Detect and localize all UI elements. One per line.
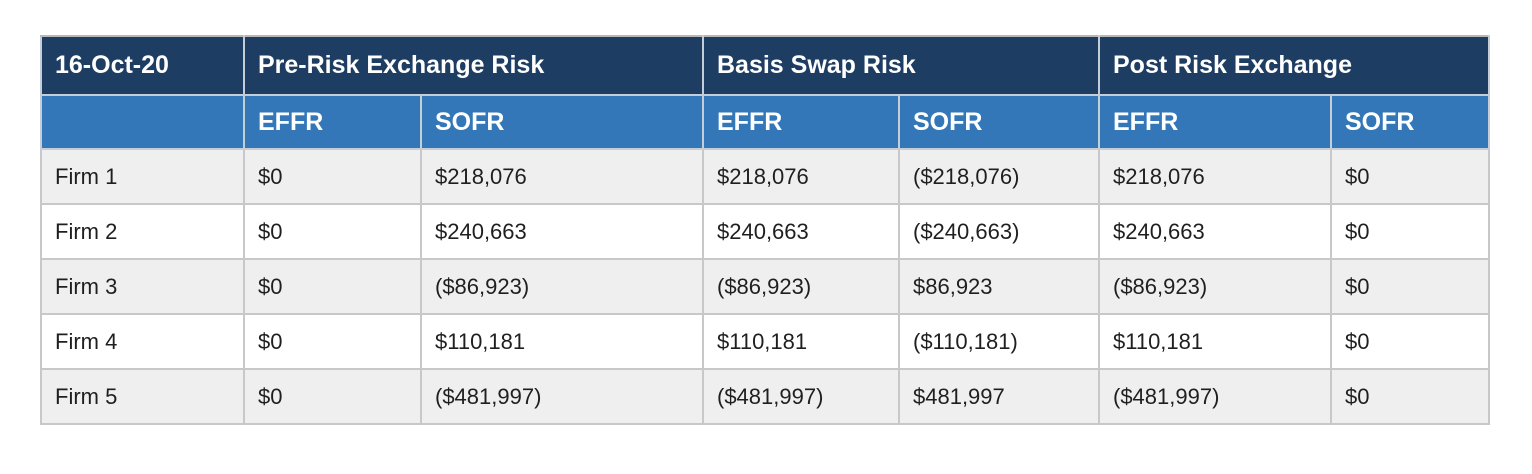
value-cell: $240,663	[1098, 203, 1332, 260]
value-cell: $0	[243, 368, 422, 425]
table-row-firm-2: Firm 2 $0 $240,663 $240,663 ($240,663) $…	[40, 203, 1491, 260]
value-cell: $218,076	[420, 148, 704, 205]
value-cell: ($86,923)	[420, 258, 704, 315]
value-cell: $240,663	[420, 203, 704, 260]
value-cell: $0	[1329, 313, 1491, 370]
value-cell: $218,076	[1098, 148, 1332, 205]
value-cell: $0	[243, 148, 422, 205]
value-cell: $110,181	[702, 313, 900, 370]
value-cell: ($240,663)	[898, 203, 1100, 260]
value-cell: ($218,076)	[898, 148, 1100, 205]
value-cell: $0	[1329, 368, 1491, 425]
subheader-pre-effr: EFFR	[243, 94, 422, 150]
table-row-firm-1: Firm 1 $0 $218,076 $218,076 ($218,076) $…	[40, 148, 1491, 205]
subheader-post-sofr: SOFR	[1329, 94, 1491, 150]
sub-header-row: EFFR SOFR EFFR SOFR EFFR SOFR	[40, 94, 1491, 150]
subheader-basis-effr: EFFR	[702, 94, 900, 150]
value-cell: $481,997	[898, 368, 1100, 425]
value-cell: ($86,923)	[1098, 258, 1332, 315]
firm-label-cell: Firm 3	[40, 258, 245, 315]
value-cell: $110,181	[420, 313, 704, 370]
value-cell: $240,663	[702, 203, 900, 260]
table-row-firm-4: Firm 4 $0 $110,181 $110,181 ($110,181) $…	[40, 313, 1491, 370]
value-cell: $0	[243, 203, 422, 260]
value-cell: $0	[243, 313, 422, 370]
table-row-firm-3: Firm 3 $0 ($86,923) ($86,923) $86,923 ($…	[40, 258, 1491, 315]
value-cell: ($481,997)	[702, 368, 900, 425]
firm-label-cell: Firm 5	[40, 368, 245, 425]
table-row-firm-5: Firm 5 $0 ($481,997) ($481,997) $481,997…	[40, 368, 1491, 425]
value-cell: $86,923	[898, 258, 1100, 315]
subheader-pre-sofr: SOFR	[420, 94, 704, 150]
firm-label-cell: Firm 4	[40, 313, 245, 370]
value-cell: $0	[1329, 258, 1491, 315]
subheader-basis-sofr: SOFR	[898, 94, 1100, 150]
risk-exchange-table: 16-Oct-20 Pre-Risk Exchange Risk Basis S…	[40, 35, 1491, 425]
value-cell: $110,181	[1098, 313, 1332, 370]
value-cell: ($481,997)	[1098, 368, 1332, 425]
group-header-pre-risk: Pre-Risk Exchange Risk	[243, 35, 704, 96]
firm-label-cell: Firm 1	[40, 148, 245, 205]
value-cell: ($86,923)	[702, 258, 900, 315]
value-cell: ($481,997)	[420, 368, 704, 425]
firm-label-cell: Firm 2	[40, 203, 245, 260]
date-header-cell: 16-Oct-20	[40, 35, 245, 96]
group-header-post-risk: Post Risk Exchange	[1097, 35, 1491, 96]
group-header-basis-swap: Basis Swap Risk	[702, 35, 1100, 96]
value-cell: $0	[1329, 203, 1491, 260]
value-cell: ($110,181)	[898, 313, 1100, 370]
value-cell: $0	[243, 258, 422, 315]
group-header-row: 16-Oct-20 Pre-Risk Exchange Risk Basis S…	[40, 35, 1491, 96]
value-cell: $0	[1329, 148, 1491, 205]
value-cell: $218,076	[702, 148, 900, 205]
subheader-post-effr: EFFR	[1098, 94, 1332, 150]
corner-empty-cell	[40, 94, 245, 150]
